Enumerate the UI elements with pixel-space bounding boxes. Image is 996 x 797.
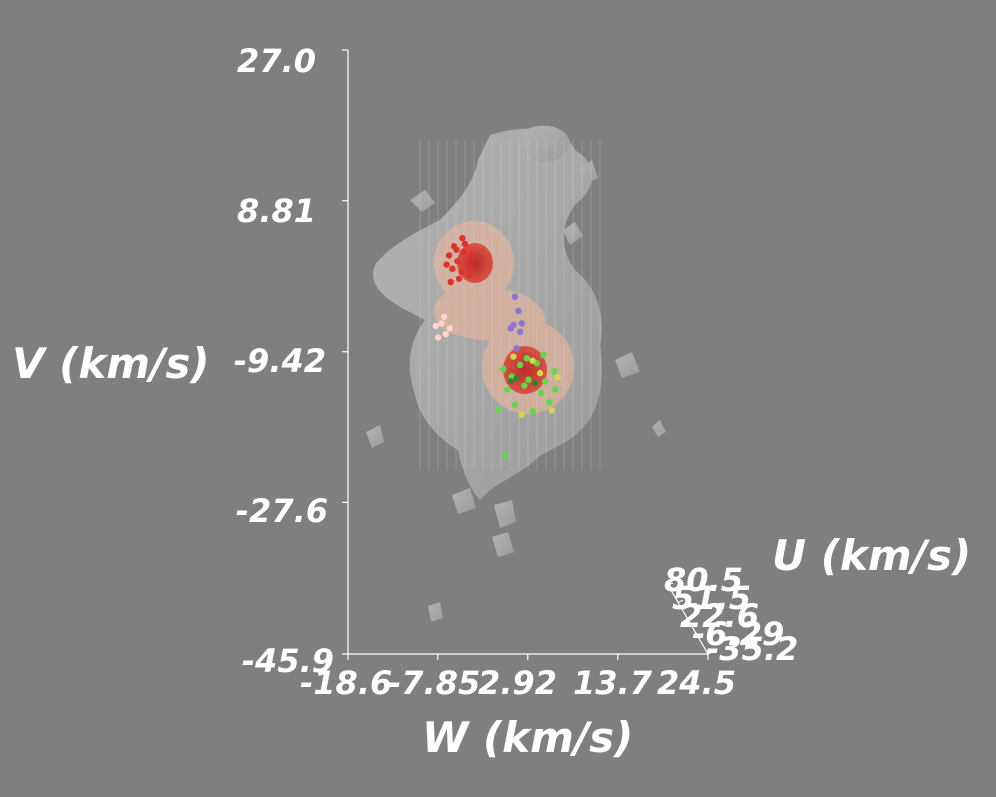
data-point	[516, 328, 524, 335]
isosurface-fragment	[410, 190, 435, 212]
data-point	[447, 278, 454, 286]
data-point	[461, 240, 469, 248]
data-point	[551, 386, 559, 393]
data-point	[536, 369, 544, 377]
v-tick-label: 8.81	[237, 192, 316, 230]
data-point	[546, 398, 553, 406]
v-tick-label: 27.0	[237, 42, 316, 80]
data-point	[435, 334, 442, 341]
data-point	[511, 293, 519, 301]
axes	[342, 49, 714, 660]
v-axis-ticks	[342, 49, 348, 655]
data-point	[510, 353, 517, 360]
data-point	[541, 378, 549, 385]
data-point	[540, 351, 547, 359]
isosurface-fragment	[366, 425, 384, 448]
data-point	[467, 252, 474, 259]
u-tick-label: -6.29	[692, 615, 784, 653]
data-point	[529, 357, 536, 364]
data-point	[531, 379, 539, 387]
data-point	[507, 378, 515, 385]
data-point	[443, 261, 450, 268]
data-point	[548, 407, 556, 414]
data-point	[537, 389, 545, 397]
data-point	[446, 325, 454, 332]
isosurface-fragment	[492, 532, 514, 557]
data-point	[523, 355, 530, 362]
v-tick-label: -27.6	[236, 492, 328, 530]
isosurface-fragment	[494, 500, 516, 528]
data-point	[438, 320, 445, 327]
data-point	[500, 365, 507, 373]
data-point	[440, 313, 448, 320]
data-point	[529, 408, 536, 415]
inner-isosurface-upper	[457, 243, 493, 283]
u-tick-labels: 80.5 51.5 22.6 -6.29 -35.2	[664, 561, 798, 668]
data-point	[511, 401, 519, 408]
data-point	[516, 361, 524, 369]
u-tick-label: 80.5	[664, 561, 743, 599]
data-point	[525, 376, 532, 383]
isosurface-fragment	[428, 602, 443, 622]
w-axis-title: W (km/s)	[422, 713, 633, 762]
isosurface-fragment	[652, 420, 666, 437]
u-tick-mark	[687, 616, 694, 621]
w-tick-labels: -18.6 -7.85 2.92 13.7 24.5	[300, 664, 736, 702]
data-point	[449, 265, 456, 272]
data-point	[551, 368, 558, 375]
w-tick-label: 13.7	[573, 664, 653, 702]
isosurface-fragment	[452, 488, 476, 514]
u-tick-mark	[697, 634, 704, 638]
data-point	[518, 320, 525, 327]
u-tick-label: 51.5	[672, 579, 751, 617]
data-point	[465, 272, 473, 279]
v-tick-label: -45.9	[242, 642, 334, 680]
w-axis-ticks	[347, 654, 709, 660]
u-tick-mark	[667, 582, 674, 586]
w-tick-label: 2.92	[478, 664, 557, 702]
isosurface-fragment	[578, 160, 598, 185]
data-point	[460, 248, 467, 256]
data-point	[504, 386, 511, 393]
data-point	[458, 268, 465, 276]
u-tick-mark	[677, 599, 684, 603]
w-tick-label: 24.5	[657, 664, 736, 702]
data-point	[554, 374, 561, 381]
u-tick-mark	[707, 651, 714, 655]
data-point	[459, 234, 466, 242]
v-tick-label: -9.42	[234, 342, 326, 380]
u-axis-ticks	[667, 582, 714, 655]
data-point	[515, 307, 522, 315]
data-point	[495, 406, 502, 413]
data-point	[507, 325, 515, 332]
data-point	[521, 382, 528, 389]
data-point	[453, 246, 460, 253]
u-tick-label: 22.6	[680, 597, 759, 635]
data-point	[454, 258, 461, 265]
data-point	[513, 345, 520, 352]
data-point	[513, 374, 520, 382]
data-point	[432, 322, 439, 330]
u-axis-title: U (km/s)	[772, 531, 971, 580]
isosurface-fragment	[563, 222, 583, 245]
data-point	[518, 411, 525, 418]
v-tick-labels: 27.0 8.81 -9.42 -27.6 -45.9	[234, 42, 334, 680]
w-tick-label: -18.6	[300, 664, 392, 702]
data-point	[455, 275, 463, 282]
data-point	[501, 452, 509, 460]
data-points	[432, 234, 561, 460]
data-point	[445, 252, 453, 259]
data-point	[508, 373, 515, 380]
v-axis-title: V (km/s)	[12, 339, 210, 388]
data-point	[465, 262, 472, 269]
u-tick-label: -35.2	[706, 630, 798, 668]
data-point	[442, 330, 449, 338]
outer-isosurface-lobe	[521, 125, 570, 162]
isosurface-fragment	[615, 352, 640, 378]
w-tick-label: -7.85	[388, 664, 480, 702]
